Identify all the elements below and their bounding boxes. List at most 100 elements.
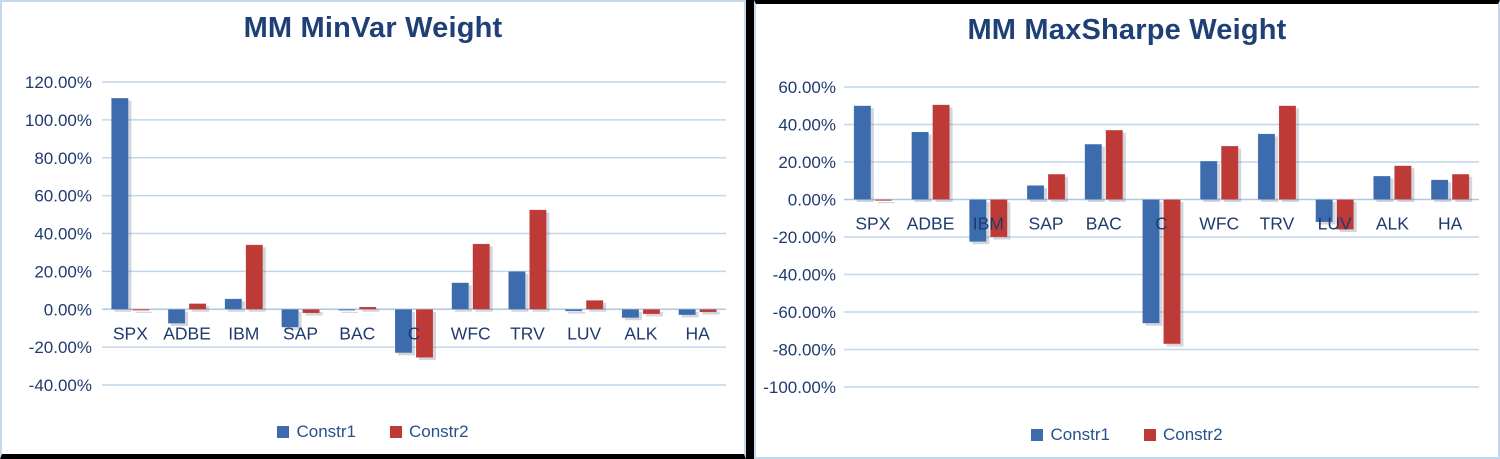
y-tick-label: -100.00% <box>763 378 836 397</box>
category-label-trv: TRV <box>510 323 545 343</box>
bar-shadow <box>702 311 720 315</box>
y-tick-label: 80.00% <box>34 149 92 168</box>
maxsharpe-chart-panel[interactable]: 60.00% 40.00% 20.00% 0.00% -20.00% -40.00% -60… <box>754 0 1500 459</box>
y-tick-label: 60.00% <box>778 78 836 97</box>
maxsharpe-chart-title: MM MaxSharpe Weight <box>967 14 1287 46</box>
category-label-luv: LUV <box>1318 214 1352 234</box>
maxsharpe-chart-legend: Constr1 Constr2 <box>756 425 1498 445</box>
bar-constr1-sap <box>281 309 299 328</box>
minvar-chart-legend: Constr1 Constr2 <box>2 422 744 442</box>
bar-constr1-adbe <box>167 309 186 324</box>
bar-constr2-bac <box>1105 129 1124 200</box>
category-label-alk: ALK <box>1376 214 1409 234</box>
bar-constr1-trv <box>508 271 526 310</box>
bar-constr1-alk <box>1373 175 1391 200</box>
bar-shadow <box>645 311 663 317</box>
category-label-c: C <box>1155 214 1168 234</box>
category-label-c: C <box>408 323 421 343</box>
bar-constr2-bac <box>359 306 377 310</box>
category-label-wfc: WFC <box>1199 214 1239 234</box>
y-tick-label: -60.00% <box>773 303 836 322</box>
bar-constr2-luv <box>1336 199 1354 230</box>
y-tick-label: 20.00% <box>34 262 92 281</box>
legend-item-constr1: Constr1 <box>1031 425 1110 445</box>
legend-label-constr2: Constr2 <box>1163 425 1223 444</box>
y-tick-label: -20.00% <box>29 338 92 357</box>
bar-constr2-alk <box>642 309 661 315</box>
bar-constr2-trv <box>529 209 547 310</box>
bar-constr1-wfc <box>451 282 469 310</box>
category-label-trv: TRV <box>1260 214 1295 234</box>
bar-constr1-spx <box>853 105 872 200</box>
category-label-adbe: ADBE <box>907 214 955 234</box>
bar-constr2-alk <box>1394 165 1412 200</box>
category-label-spx: SPX <box>113 323 148 343</box>
legend-swatch-constr2 <box>1144 429 1156 441</box>
bar-constr2-sap <box>302 309 320 314</box>
legend-item-constr2: Constr2 <box>1144 425 1223 445</box>
category-label-ha: HA <box>685 323 710 343</box>
legend-swatch-constr2 <box>390 426 402 438</box>
minvar-chart-title: MM MinVar Weight <box>243 12 503 44</box>
bar-constr2-luv <box>585 300 604 310</box>
bar-shadow <box>135 311 153 313</box>
category-label-ibm: IBM <box>228 323 259 343</box>
category-label-sap: SAP <box>283 323 318 343</box>
bar-constr1-ha <box>1430 179 1449 200</box>
bar-shadow <box>341 311 359 313</box>
minvar-chart-panel[interactable]: 120.00% 100.00% 80.00% 60.00% 40.00% 20.00% 0.… <box>0 0 746 459</box>
category-label-bac: BAC <box>1086 214 1122 234</box>
bar-constr1-spx <box>111 97 129 310</box>
bar-constr2-c <box>415 309 434 358</box>
bar-shadow <box>877 202 895 204</box>
y-tick-label: 0.00% <box>44 300 92 319</box>
category-label-luv: LUV <box>567 323 601 343</box>
y-tick-label: 100.00% <box>25 111 92 130</box>
bar-constr2-ha <box>699 309 717 313</box>
minvar-plot-area: 120.00% 100.00% 80.00% 60.00% 40.00% 20.00% 0.… <box>25 73 726 395</box>
category-label-adbe: ADBE <box>163 323 211 343</box>
legend-swatch-constr1 <box>1031 429 1044 441</box>
bar-constr1-ibm <box>969 199 987 242</box>
bar-constr2-adbe <box>188 303 207 310</box>
y-tick-label: 40.00% <box>34 225 92 244</box>
bar-constr1-luv <box>1315 199 1333 223</box>
bar-constr1-bac <box>338 309 356 311</box>
legend-swatch-constr1 <box>277 426 290 438</box>
bar-shadow <box>362 309 380 312</box>
bar-constr2-sap <box>1047 173 1066 200</box>
bar-constr2-trv <box>1278 105 1297 200</box>
panel-divider <box>746 0 754 459</box>
category-label-wfc: WFC <box>451 323 491 343</box>
maxsharpe-plot-area: 60.00% 40.00% 20.00% 0.00% -20.00% -40.00% -60… <box>763 78 1479 397</box>
legend-label-constr2: Constr2 <box>409 422 469 441</box>
category-label-spx: SPX <box>855 214 890 234</box>
category-label-bac: BAC <box>339 323 375 343</box>
bar-constr1-wfc <box>1199 160 1218 200</box>
bar-constr1-ibm <box>224 298 243 310</box>
bar-constr2-ibm <box>990 199 1008 238</box>
bar-constr1-trv <box>1257 133 1276 200</box>
bar-constr2-c <box>1163 199 1181 345</box>
bar-constr2-wfc <box>472 243 490 310</box>
bar-constr1-c <box>394 309 413 354</box>
bar-shadow <box>568 311 586 314</box>
category-label-ibm: IBM <box>973 214 1004 234</box>
legend-label-constr1: Constr1 <box>296 422 356 441</box>
bar-constr2-ibm <box>245 244 264 310</box>
y-tick-label: -40.00% <box>773 266 836 285</box>
bar-constr1-adbe <box>911 131 929 200</box>
bar-constr2-wfc <box>1220 145 1239 200</box>
category-label-ha: HA <box>1438 214 1463 234</box>
bar-constr1-ha <box>678 309 696 316</box>
bar-shadow <box>305 311 323 316</box>
bar-constr2-spx <box>874 199 893 201</box>
category-label-sap: SAP <box>1029 214 1064 234</box>
legend-label-constr1: Constr1 <box>1050 425 1110 444</box>
bar-constr1-alk <box>621 309 640 319</box>
bar-constr1-sap <box>1026 185 1045 200</box>
bar-constr2-spx <box>132 309 150 311</box>
bar-constr2-adbe <box>932 104 950 200</box>
y-tick-label: 20.00% <box>778 153 836 172</box>
